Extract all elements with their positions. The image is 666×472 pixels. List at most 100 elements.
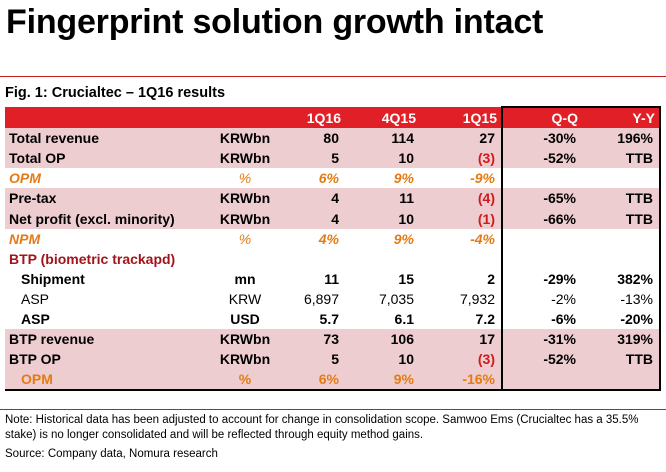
cell-1q16: 4 bbox=[275, 188, 345, 209]
cell-1q15: -9% bbox=[420, 168, 502, 189]
header-unit-cell bbox=[215, 107, 275, 129]
table-header-row: 1Q16 4Q15 1Q15 Q-Q Y-Y bbox=[5, 105, 661, 129]
cell-qq: -66% bbox=[501, 208, 582, 229]
cell-1q16: 11 bbox=[275, 268, 345, 289]
cell-yy: 319% bbox=[582, 329, 661, 350]
cell-4q15: 106 bbox=[345, 329, 420, 350]
table-row: Total revenue KRWbn 80 114 27 -30% 196% bbox=[5, 128, 661, 149]
cell-1q15: (3) bbox=[420, 349, 502, 370]
headline-divider bbox=[0, 76, 666, 77]
cell-1q15: 17 bbox=[420, 329, 502, 350]
row-unit: KRWbn bbox=[215, 208, 275, 229]
cell-1q16: 6,897 bbox=[275, 288, 345, 309]
row-label: Pre-tax bbox=[5, 188, 215, 209]
cell-1q15: 7,932 bbox=[420, 288, 502, 309]
table-row: ASP KRW 6,897 7,035 7,932 -2% -13% bbox=[5, 288, 661, 309]
figure-title: Fig. 1: Crucialtec – 1Q16 results bbox=[5, 85, 226, 101]
row-label: ASP bbox=[5, 288, 215, 309]
cell-yy bbox=[582, 168, 661, 189]
row-unit: KRWbn bbox=[215, 148, 275, 169]
cell-yy: -20% bbox=[582, 308, 661, 330]
row-label: BTP OP bbox=[5, 349, 215, 370]
row-unit: KRWbn bbox=[215, 329, 275, 350]
row-label: Net profit (excl. minority) bbox=[5, 208, 215, 229]
row-label: OPM bbox=[5, 168, 215, 189]
cell-4q15: 9% bbox=[345, 168, 420, 189]
row-label: Total OP bbox=[5, 148, 215, 169]
row-label: NPM bbox=[5, 228, 215, 249]
cell-1q15: -16% bbox=[420, 369, 502, 392]
cell-4q15: 10 bbox=[345, 208, 420, 229]
cell-1q15: (4) bbox=[420, 188, 502, 209]
cell-qq: -2% bbox=[501, 288, 582, 309]
cell-4q15: 9% bbox=[345, 369, 420, 392]
row-unit: KRWbn bbox=[215, 188, 275, 209]
table-row: BTP OP KRWbn 5 10 (3) -52% TTB bbox=[5, 349, 661, 370]
row-unit: % bbox=[215, 168, 275, 189]
cell-4q15: 6.1 bbox=[345, 308, 420, 330]
table-row: Pre-tax KRWbn 4 11 (4) -65% TTB bbox=[5, 188, 661, 209]
results-table: 1Q16 4Q15 1Q15 Q-Q Y-Y Total revenue KRW… bbox=[5, 105, 661, 392]
cell-4q15: 9% bbox=[345, 228, 420, 249]
cell-1q16: 80 bbox=[275, 128, 345, 149]
table-row: BTP revenue KRWbn 73 106 17 -31% 319% bbox=[5, 329, 661, 350]
page-headline: Fingerprint solution growth intact bbox=[6, 3, 544, 41]
table-row: ASP USD 5.7 6.1 7.2 -6% -20% bbox=[5, 308, 661, 330]
cell-yy: 196% bbox=[582, 128, 661, 149]
cell-qq: -52% bbox=[501, 349, 582, 370]
cell-1q16: 4 bbox=[275, 208, 345, 229]
note-divider bbox=[0, 409, 666, 410]
header-label-cell bbox=[5, 107, 215, 129]
cell-yy: TTB bbox=[582, 188, 661, 209]
row-unit: KRWbn bbox=[215, 349, 275, 370]
row-label: Shipment bbox=[5, 268, 215, 289]
footnote: Note: Historical data has been adjusted … bbox=[5, 414, 639, 441]
cell-1q16: 6% bbox=[275, 369, 345, 392]
row-unit: % bbox=[215, 369, 275, 392]
row-label: BTP revenue bbox=[5, 329, 215, 350]
table-row: OPM % 6% 9% -16% bbox=[5, 369, 661, 392]
cell-4q15: 15 bbox=[345, 268, 420, 289]
source-line: Source: Company data, Nomura research bbox=[5, 448, 218, 460]
cell-1q16: 6% bbox=[275, 168, 345, 189]
header-4q15: 4Q15 bbox=[345, 107, 420, 129]
cell-1q15: 7.2 bbox=[420, 308, 502, 330]
cell-yy: -13% bbox=[582, 288, 661, 309]
section-header-row: BTP (biometric trackapd) bbox=[5, 248, 661, 269]
row-unit: % bbox=[215, 228, 275, 249]
header-yy: Y-Y bbox=[582, 105, 661, 129]
cell-4q15: 10 bbox=[345, 349, 420, 370]
cell-1q16: 5.7 bbox=[275, 308, 345, 330]
section-label-btp: BTP (biometric trackapd) bbox=[5, 248, 502, 269]
cell-1q15: 27 bbox=[420, 128, 502, 149]
cell-4q15: 114 bbox=[345, 128, 420, 149]
cell-4q15: 7,035 bbox=[345, 288, 420, 309]
cell-qq bbox=[501, 228, 582, 249]
cell-4q15: 10 bbox=[345, 148, 420, 169]
cell-qq bbox=[501, 168, 582, 189]
header-1q16: 1Q16 bbox=[275, 107, 345, 129]
cell-qq: -31% bbox=[501, 329, 582, 350]
cell-yy bbox=[582, 248, 661, 269]
table-row: Net profit (excl. minority) KRWbn 4 10 (… bbox=[5, 208, 661, 229]
row-unit: mn bbox=[215, 268, 275, 289]
cell-1q15: -4% bbox=[420, 228, 502, 249]
cell-qq: -65% bbox=[501, 188, 582, 209]
cell-yy: TTB bbox=[582, 349, 661, 370]
cell-yy: 382% bbox=[582, 268, 661, 289]
table-row: Total OP KRWbn 5 10 (3) -52% TTB bbox=[5, 148, 661, 169]
cell-4q15: 11 bbox=[345, 188, 420, 209]
cell-qq bbox=[501, 248, 582, 269]
cell-qq: -52% bbox=[501, 148, 582, 169]
header-1q15: 1Q15 bbox=[420, 107, 502, 129]
row-label: Total revenue bbox=[5, 128, 215, 149]
cell-1q16: 4% bbox=[275, 228, 345, 249]
table-row: NPM % 4% 9% -4% bbox=[5, 228, 661, 249]
cell-yy bbox=[582, 369, 661, 392]
row-unit: KRWbn bbox=[215, 128, 275, 149]
cell-1q16: 5 bbox=[275, 349, 345, 370]
cell-qq: -30% bbox=[501, 128, 582, 149]
cell-yy: TTB bbox=[582, 208, 661, 229]
cell-yy: TTB bbox=[582, 148, 661, 169]
header-qq: Q-Q bbox=[501, 105, 582, 129]
